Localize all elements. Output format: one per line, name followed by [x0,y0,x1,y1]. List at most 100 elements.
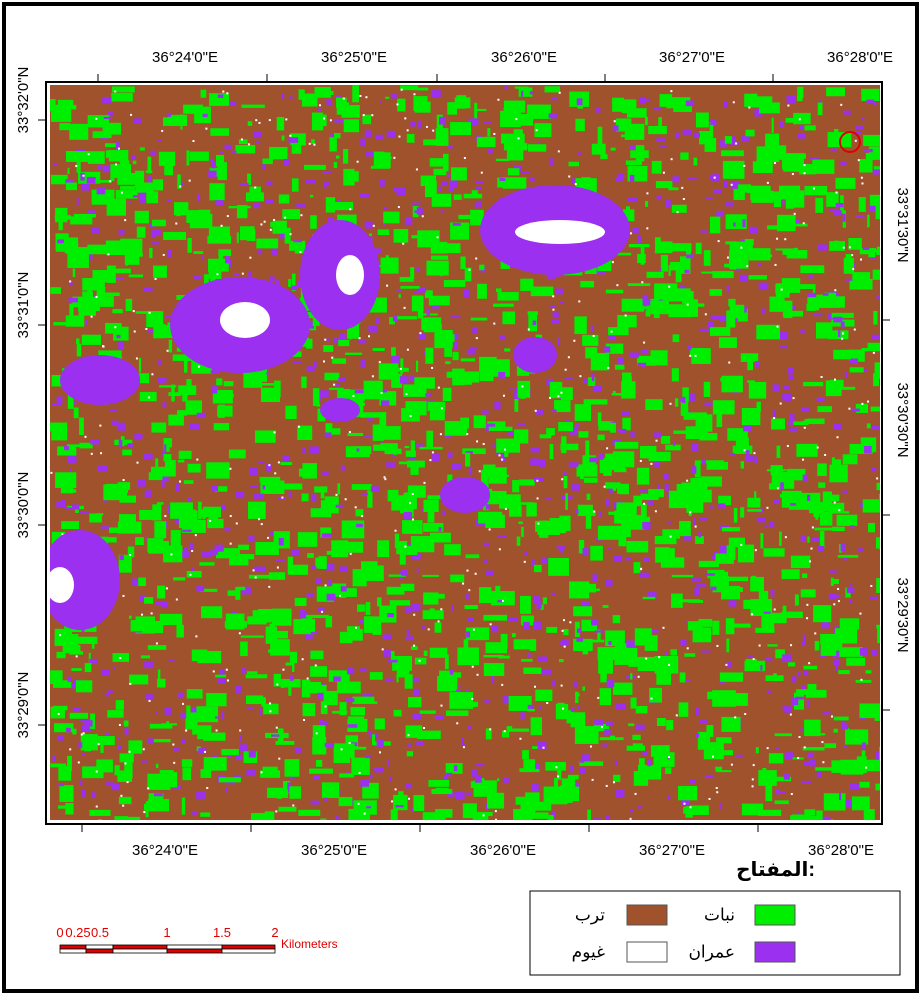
land-patch [150,724,173,729]
cloud-speck [407,349,409,351]
land-patch [694,588,699,596]
land-patch [673,334,680,342]
cloud-speck [419,660,421,662]
land-patch [754,491,756,503]
land-patch [107,269,130,274]
land-patch [869,597,877,600]
land-patch [807,684,816,690]
land-patch [834,241,839,246]
land-patch [441,210,444,212]
cloud-speck [462,583,464,585]
land-patch [279,194,289,203]
cloud-speck [267,537,269,539]
cloud-speck [321,611,323,613]
land-patch [98,736,115,745]
cloud-speck [607,367,609,369]
left-label: 33°29'0"N [15,672,32,739]
land-patch [228,590,237,595]
cloud-speck [790,714,792,716]
land-patch [648,126,667,134]
land-patch [723,161,745,179]
land-patch [51,175,68,184]
land-patch [369,233,372,236]
land-patch [769,521,774,527]
land-patch [600,737,624,740]
cloud-speck [229,468,231,470]
land-patch [71,668,81,671]
land-patch [458,685,460,687]
land-patch [812,160,834,174]
land-patch [129,274,143,277]
land-patch [550,306,557,308]
cloud-speck [408,798,410,800]
cloud-speck [865,767,867,769]
land-patch [640,446,656,458]
cloud-speck [643,503,645,505]
cloud-speck [561,685,563,687]
land-patch [152,220,166,227]
land-patch [775,789,779,794]
land-patch [759,283,769,290]
land-patch [657,718,666,726]
land-patch [119,555,123,560]
land-patch [661,255,668,272]
land-patch [183,548,187,551]
land-patch [584,379,588,384]
land-patch [64,446,69,450]
cloud-speck [489,528,491,530]
land-patch [314,776,320,780]
cloud-speck [476,337,478,339]
land-patch [89,513,102,522]
legend-box [530,891,900,975]
land-patch [807,753,814,758]
land-patch [454,194,462,199]
land-patch [504,348,510,351]
land-patch [716,770,731,772]
land-patch [747,498,760,508]
cloud-speck [504,449,506,451]
land-patch [539,802,550,805]
cloud-speck [148,396,150,398]
land-patch [115,765,120,775]
cloud-speck [429,459,431,461]
land-patch [552,410,556,413]
land-patch [158,140,162,142]
cloud-speck [163,254,165,256]
land-patch [779,532,782,546]
land-patch [67,253,89,268]
land-patch [311,801,320,805]
land-patch [721,150,744,156]
cloud-speck [463,746,465,748]
land-patch [763,548,784,556]
land-patch [85,663,92,672]
land-patch [610,423,616,433]
land-patch [347,668,354,674]
land-patch [622,99,637,113]
land-patch [509,506,522,517]
cloud-speck [821,376,823,378]
land-patch [209,263,222,279]
land-patch [861,89,879,101]
land-patch [216,552,236,559]
cloud-speck [549,397,551,399]
land-patch [419,334,426,339]
land-patch [316,760,322,767]
land-patch [835,178,855,189]
land-patch [775,733,792,736]
cloud-speck [497,99,499,101]
land-patch [616,703,625,709]
cloud-speck [166,587,168,589]
cloud-speck [134,330,136,332]
land-patch [720,803,722,809]
land-patch [630,175,634,182]
land-patch [445,361,450,364]
land-patch [277,117,284,130]
land-patch [413,795,424,811]
land-patch [202,551,211,557]
land-patch [289,491,292,497]
land-patch [337,483,340,494]
land-patch [335,384,340,386]
cloud-speck [432,130,434,132]
land-patch [863,499,881,512]
land-patch [526,503,536,517]
